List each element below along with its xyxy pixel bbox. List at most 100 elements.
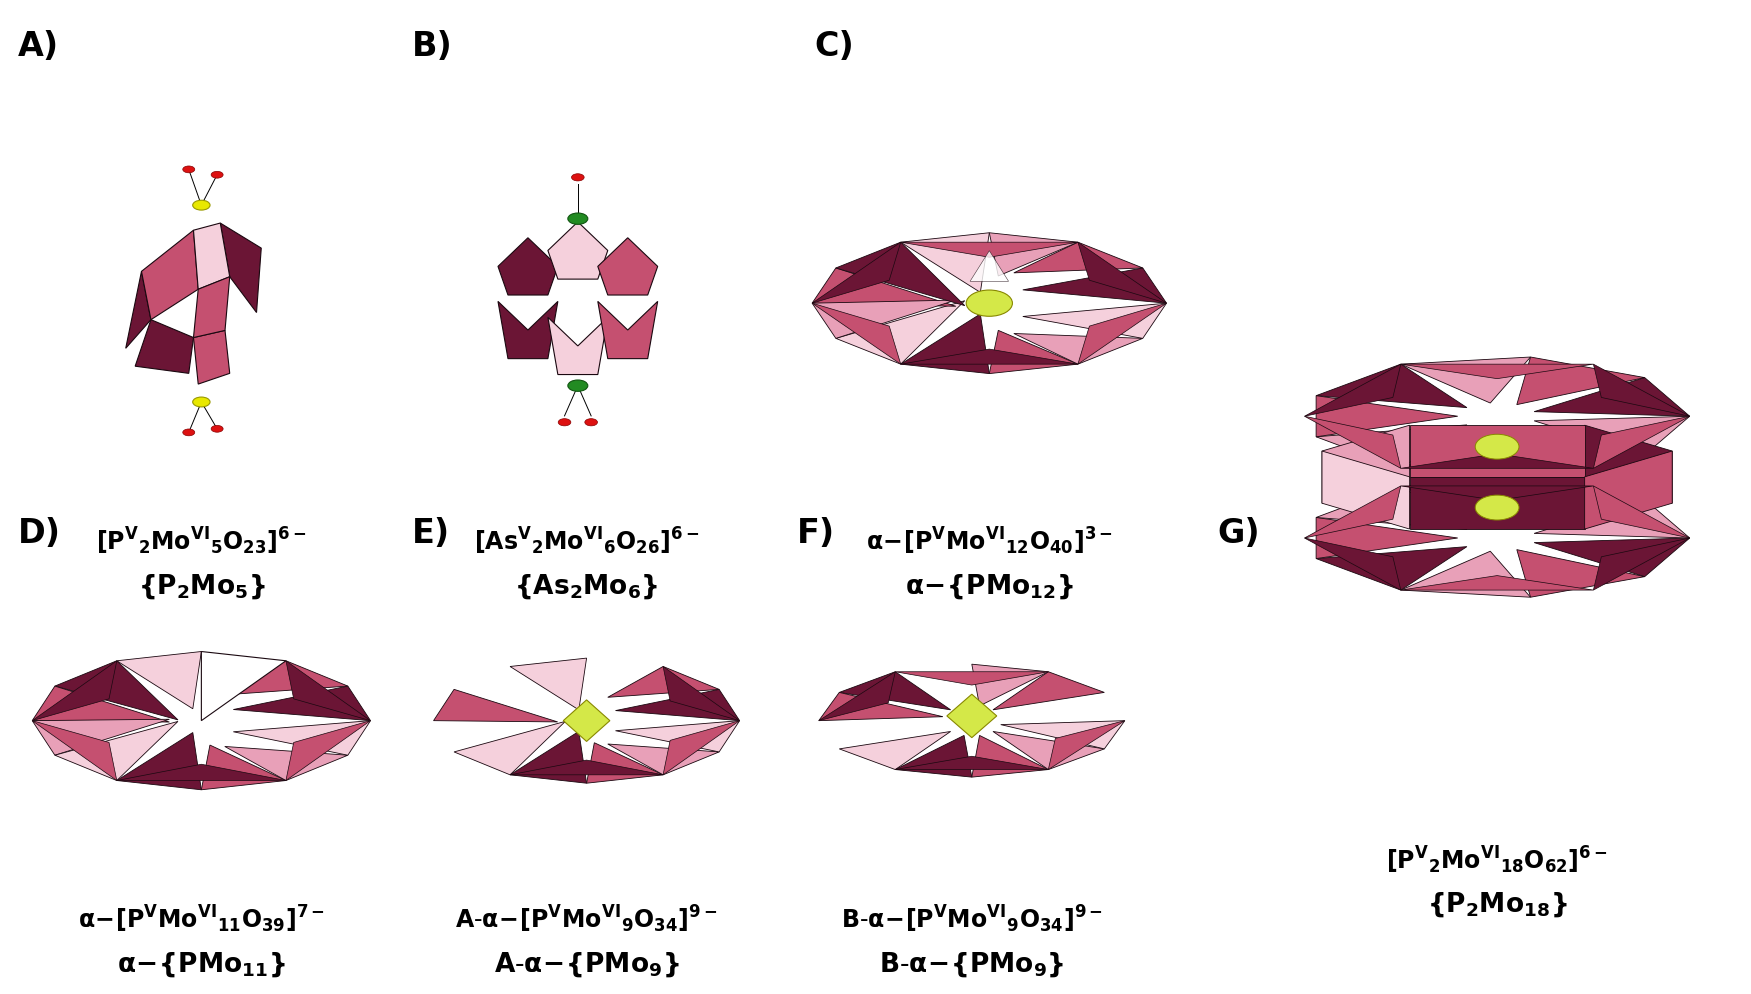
Polygon shape xyxy=(510,760,664,774)
Text: $\mathbf{\alpha\!-\!\{PMo_{11}\}}$: $\mathbf{\alpha\!-\!\{PMo_{11}\}}$ xyxy=(117,950,285,978)
Polygon shape xyxy=(835,301,965,364)
Circle shape xyxy=(212,425,222,432)
Polygon shape xyxy=(616,721,739,751)
Polygon shape xyxy=(224,746,348,780)
Polygon shape xyxy=(1534,499,1690,538)
Circle shape xyxy=(559,418,571,425)
Polygon shape xyxy=(1401,552,1530,597)
Polygon shape xyxy=(1410,425,1585,477)
Polygon shape xyxy=(812,268,956,306)
Polygon shape xyxy=(812,243,900,303)
Text: D): D) xyxy=(18,517,61,550)
Polygon shape xyxy=(608,667,720,698)
Polygon shape xyxy=(1534,538,1690,577)
Circle shape xyxy=(1474,434,1520,459)
Polygon shape xyxy=(32,686,170,722)
Polygon shape xyxy=(812,303,900,364)
Polygon shape xyxy=(1014,334,1143,364)
Polygon shape xyxy=(1401,486,1593,500)
Polygon shape xyxy=(839,732,951,769)
Polygon shape xyxy=(664,721,739,774)
Polygon shape xyxy=(1593,486,1690,538)
Polygon shape xyxy=(1593,364,1690,416)
Polygon shape xyxy=(970,250,1009,281)
Text: $\mathbf{\{As_2Mo_6\}}$: $\mathbf{\{As_2Mo_6\}}$ xyxy=(515,573,658,600)
Polygon shape xyxy=(117,733,201,790)
Polygon shape xyxy=(895,672,1049,685)
Polygon shape xyxy=(548,317,608,375)
Polygon shape xyxy=(1304,416,1401,468)
Polygon shape xyxy=(1317,396,1457,436)
Polygon shape xyxy=(819,693,942,721)
Polygon shape xyxy=(1401,364,1593,379)
Polygon shape xyxy=(221,223,261,312)
Text: A): A) xyxy=(18,30,58,63)
Polygon shape xyxy=(1585,425,1672,503)
Polygon shape xyxy=(972,664,1049,706)
Polygon shape xyxy=(900,314,989,374)
Polygon shape xyxy=(1049,721,1124,769)
Polygon shape xyxy=(895,756,1049,769)
Polygon shape xyxy=(564,700,609,742)
Polygon shape xyxy=(1023,268,1166,303)
Polygon shape xyxy=(989,233,1079,276)
Circle shape xyxy=(567,380,588,392)
Polygon shape xyxy=(616,690,739,721)
Circle shape xyxy=(1474,495,1520,520)
Polygon shape xyxy=(142,231,198,320)
Polygon shape xyxy=(1322,451,1410,529)
Polygon shape xyxy=(1410,477,1585,529)
Polygon shape xyxy=(1317,486,1467,530)
Polygon shape xyxy=(1516,427,1644,475)
Circle shape xyxy=(571,174,585,181)
Polygon shape xyxy=(497,301,559,359)
Polygon shape xyxy=(900,233,989,292)
Polygon shape xyxy=(1023,303,1166,338)
Polygon shape xyxy=(972,736,1049,777)
Polygon shape xyxy=(819,672,895,721)
Text: $\mathbf{B\text{-}\alpha\!-\![P^VMo^{VI}{}_9O_{34}]^{9-}}$: $\mathbf{B\text{-}\alpha\!-\![P^VMo^{VI}… xyxy=(840,904,1103,935)
Polygon shape xyxy=(1317,547,1467,590)
Polygon shape xyxy=(193,276,229,338)
Polygon shape xyxy=(947,694,996,738)
Polygon shape xyxy=(233,721,371,755)
Polygon shape xyxy=(1401,429,1530,475)
Polygon shape xyxy=(835,243,965,305)
Circle shape xyxy=(193,397,210,407)
Text: $\mathbf{[P^V{}_2Mo^{VI}{}_{18}O_{62}]^{6-}}$: $\mathbf{[P^V{}_2Mo^{VI}{}_{18}O_{62}]^{… xyxy=(1387,844,1607,876)
Polygon shape xyxy=(989,330,1079,374)
Polygon shape xyxy=(233,686,371,721)
Circle shape xyxy=(212,171,222,178)
Circle shape xyxy=(567,213,588,225)
Polygon shape xyxy=(510,732,587,783)
Polygon shape xyxy=(1317,518,1457,559)
Polygon shape xyxy=(1079,243,1166,303)
Circle shape xyxy=(182,166,194,173)
Polygon shape xyxy=(1401,357,1530,403)
Polygon shape xyxy=(1593,416,1690,468)
Text: $\mathbf{[As^V{}_2Mo^{VI}{}_6O_{26}]^{6-}}$: $\mathbf{[As^V{}_2Mo^{VI}{}_6O_{26}]^{6-… xyxy=(475,526,699,558)
Text: $\mathbf{\{P_2Mo_{18}\}}$: $\mathbf{\{P_2Mo_{18}\}}$ xyxy=(1427,891,1567,918)
Polygon shape xyxy=(434,690,557,722)
Polygon shape xyxy=(201,651,285,721)
Polygon shape xyxy=(1401,576,1593,590)
Polygon shape xyxy=(1322,425,1410,503)
Polygon shape xyxy=(1014,243,1143,272)
Polygon shape xyxy=(1585,451,1672,529)
Polygon shape xyxy=(608,744,720,774)
Polygon shape xyxy=(812,300,956,338)
Polygon shape xyxy=(1002,721,1124,748)
Polygon shape xyxy=(1317,424,1467,468)
Text: F): F) xyxy=(797,517,835,550)
Text: $\mathbf{\alpha\!-\![P^VMo^{VI}{}_{12}O_{40}]^{3-}}$: $\mathbf{\alpha\!-\![P^VMo^{VI}{}_{12}O_… xyxy=(865,526,1114,558)
Polygon shape xyxy=(548,222,608,279)
Polygon shape xyxy=(993,672,1105,710)
Polygon shape xyxy=(1516,479,1644,527)
Polygon shape xyxy=(664,667,739,721)
Text: C): C) xyxy=(814,30,854,63)
Circle shape xyxy=(585,418,597,425)
Text: $\mathbf{\{P_2Mo_5\}}$: $\mathbf{\{P_2Mo_5\}}$ xyxy=(138,573,264,600)
Polygon shape xyxy=(1304,364,1401,416)
Text: $\mathbf{\alpha\!-\![P^VMo^{VI}{}_{11}O_{39}]^{7-}}$: $\mathbf{\alpha\!-\![P^VMo^{VI}{}_{11}O_… xyxy=(77,904,326,935)
Polygon shape xyxy=(510,658,587,710)
